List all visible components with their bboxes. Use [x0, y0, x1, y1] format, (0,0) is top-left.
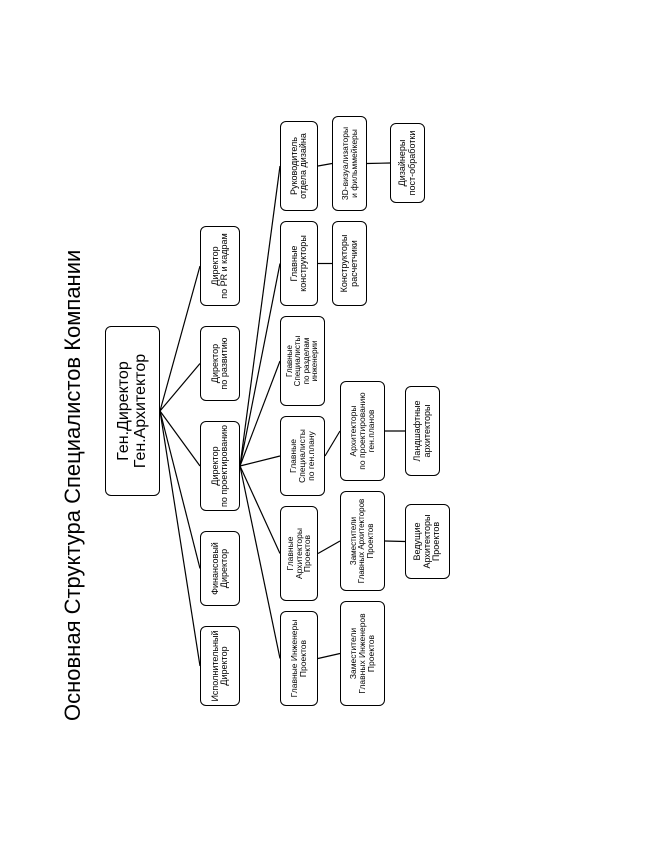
org-node-d3: Директорпо проектированию — [200, 421, 240, 511]
edge-r2b-r3b — [318, 541, 340, 554]
edge-d3-r2b — [240, 466, 280, 554]
edge-r2f-r3f — [318, 164, 332, 167]
org-node-r3e: Конструкторырасчетчики — [332, 221, 367, 306]
org-node-r2c: ГлавныеСпециалистыпо ген.плану — [280, 416, 325, 496]
edge-r2c-r3c — [325, 431, 340, 456]
edge-d3-r2c — [240, 456, 280, 466]
org-node-r3b: ЗаместителиГлавных АрхитекторовПроектов — [340, 491, 385, 591]
org-node-r4f: Дизайнерыпост-обработки — [390, 123, 425, 203]
org-node-r2e: Главныеконструкторы — [280, 221, 318, 306]
edge-d3-r2a — [240, 466, 280, 659]
edge-root-d3 — [160, 411, 200, 466]
edge-root-d2 — [160, 411, 200, 569]
edge-r3f-r4f — [367, 163, 390, 164]
edge-d3-r2e — [240, 264, 280, 467]
edge-r3b-r4b — [385, 541, 405, 542]
org-node-root: Ген.ДиректорГен.Архитектор — [105, 326, 160, 496]
edge-root-d4 — [160, 364, 200, 412]
org-node-r2f: Руководительотдела дизайна — [280, 121, 318, 211]
page-title: Основная Структура Специалистов Компании — [60, 250, 86, 721]
org-node-d5: Директорпо PR и кадрам — [200, 226, 240, 306]
org-node-r2b: Главные АрхитекторыПроектов — [280, 506, 318, 601]
edge-d3-r2f — [240, 166, 280, 466]
edges-layer — [0, 0, 659, 841]
org-node-r3c: Архитекторыпо проектированиюген.планов — [340, 381, 385, 481]
edge-r2a-r3a — [318, 654, 340, 659]
org-node-d1: ИсполнительныйДиректор — [200, 626, 240, 706]
org-node-d2: ФинансовыйДиректор — [200, 531, 240, 606]
edge-root-d5 — [160, 266, 200, 411]
org-node-r2a: Главные ИнженерыПроектов — [280, 611, 318, 706]
rotated-stage: Основная Структура Специалистов Компании… — [0, 0, 659, 841]
org-node-r3f: 3D-визуализаторыи фильммейкеры — [332, 116, 367, 211]
edge-root-d1 — [160, 411, 200, 666]
org-node-r4c: Ландшафтныеархитекторы — [405, 386, 440, 476]
org-node-r2d: Главные Специалистыпо разделаминженерии — [280, 316, 325, 406]
edge-d3-r2d — [240, 361, 280, 466]
org-node-d4: Директорпо развитию — [200, 326, 240, 401]
org-node-r3a: ЗаместителиГлавных ИнженеровПроектов — [340, 601, 385, 706]
org-node-r4b: ВедущиеАрхитекторыПроектов — [405, 504, 450, 579]
